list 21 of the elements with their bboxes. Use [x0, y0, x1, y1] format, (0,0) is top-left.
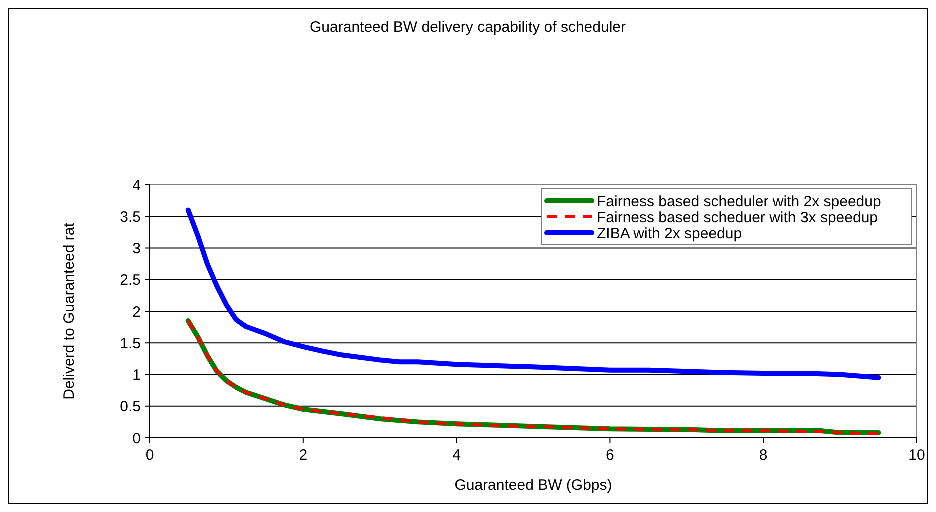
y-tick-label: 2.5 [120, 272, 141, 290]
legend-label: ZIBA with 2x speedup [597, 225, 742, 242]
x-tick-label: 4 [452, 447, 461, 464]
y-tick-label: 3 [132, 240, 141, 258]
x-tick-label: 6 [606, 447, 614, 464]
x-tick-label: 0 [146, 447, 154, 464]
legend-label: Fairness based scheduler with 2x speedup [597, 193, 882, 210]
y-tick-label: 0 [132, 430, 141, 448]
chart-title: Guaranteed BW delivery capability of scheduler [310, 19, 626, 36]
y-tick-label: 1 [132, 367, 141, 384]
y-tick-label: 4 [132, 177, 141, 194]
y-tick-label: 2 [132, 304, 141, 321]
y-axis-title: Deliverd to Guaranteed rat [61, 222, 78, 400]
y-tick-label: 0.5 [120, 398, 141, 416]
legend-label: Fairness based scheduer with 3x speedup [597, 209, 878, 226]
x-tick-label: 10 [908, 447, 926, 464]
x-axis-title: Guaranteed BW (Gbps) [454, 477, 612, 494]
x-tick-label: 8 [759, 447, 768, 464]
x-tick-label: 2 [299, 447, 308, 464]
y-tick-label: 3.5 [120, 208, 141, 226]
y-tick-label: 1.5 [120, 335, 141, 352]
